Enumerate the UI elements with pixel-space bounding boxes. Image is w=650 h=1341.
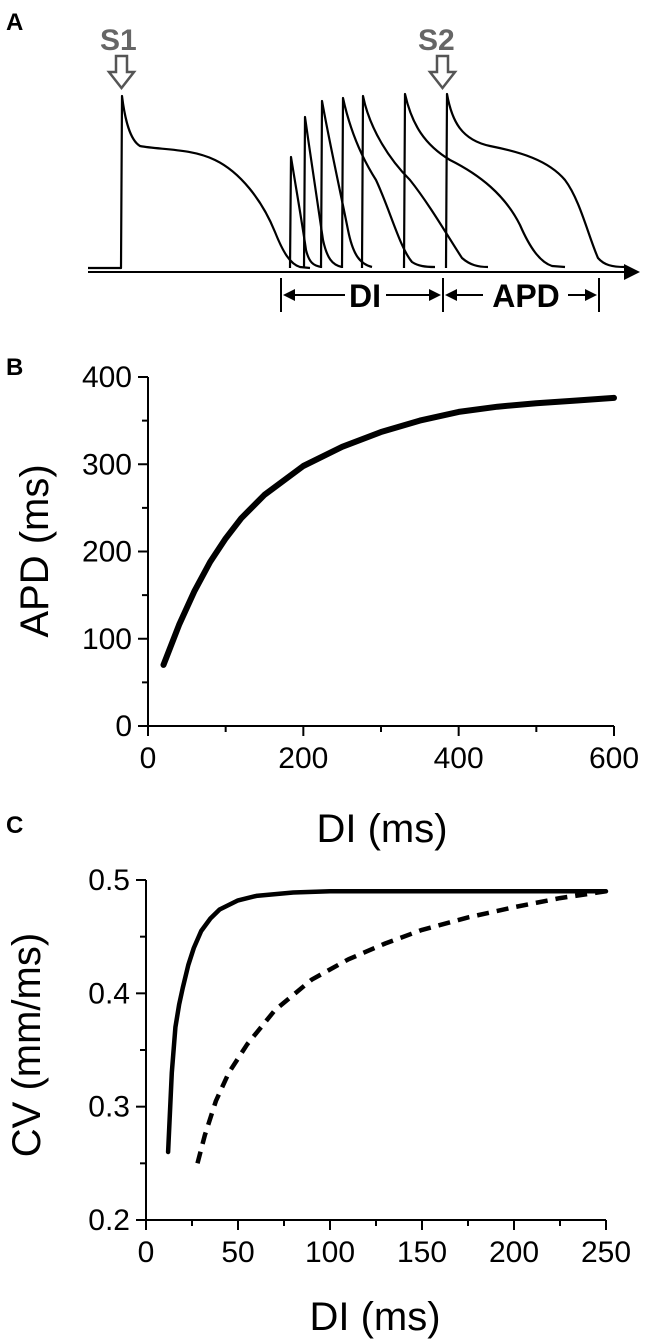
chart-c-x-tick-label: 200	[489, 1236, 539, 1269]
chart-b-y-axis-title: APD (ms)	[13, 464, 57, 637]
panel-a: A S1 S2	[6, 9, 640, 314]
chart-b-marks	[160, 394, 617, 668]
ap-trace-4	[340, 96, 436, 269]
s2-arrow-icon	[427, 54, 458, 91]
chart-c-x-tick-label: 250	[581, 1236, 631, 1269]
cv-restitution-chart: C 0 50 100 150 200 250 0.2 0.3 0.4 0.5 DI (ms) CV…	[5, 812, 631, 1339]
s1-arrow-icon	[106, 54, 137, 91]
chart-b-y-tick-label: 300	[82, 448, 132, 481]
chart-c-axes: 0 50 100 150 200 250 0.2 0.3 0.4 0.5	[88, 864, 631, 1269]
chart-c-y-tick-label: 0.5	[88, 864, 130, 897]
chart-c-y-tick-label: 0.2	[88, 1204, 130, 1237]
ap-trace-6	[402, 92, 566, 269]
chart-b-series-solid-line	[160, 394, 617, 668]
di-bracket-label: DI	[349, 278, 381, 314]
chart-b-y-tick-label: 0	[115, 710, 132, 743]
chart-c-y-axis-title: CV (mm/ms)	[5, 933, 49, 1157]
chart-b-x-tick-label: 200	[278, 742, 328, 775]
chart-b-x-tick-label: 600	[589, 742, 639, 775]
ap-trace-1	[288, 155, 323, 269]
chart-c-x-tick-label: 0	[138, 1236, 155, 1269]
ap-trace-s2	[444, 92, 626, 269]
chart-c-marks	[165, 889, 609, 1164]
chart-c-series-dashed-line	[195, 889, 607, 1164]
chart-c-y-tick-label: 0.3	[88, 1091, 130, 1124]
panel-a-letter: A	[6, 9, 23, 36]
ap-trace-s1	[88, 94, 311, 270]
chart-c-y-tick-label: 0.4	[88, 977, 130, 1010]
chart-b-x-axis-title: DI (ms)	[316, 807, 447, 851]
ap-trace-2	[302, 115, 343, 269]
chart-b-axes: 0 200 400 600 0 100 200 300 400	[82, 361, 639, 775]
panel-c-letter: C	[6, 812, 23, 839]
ap-trace-3	[319, 99, 373, 269]
panel-b-letter: B	[6, 354, 23, 381]
action-potential-traces	[88, 92, 626, 270]
chart-b-y-tick-label: 400	[82, 361, 132, 394]
chart-b-x-tick-label: 400	[434, 742, 484, 775]
chart-b-x-tick-label: 0	[140, 742, 157, 775]
chart-b-y-tick-label: 100	[82, 623, 132, 656]
time-axis-arrowhead-icon	[624, 264, 640, 280]
chart-b-y-tick-label: 200	[82, 536, 132, 569]
s2-label: S2	[418, 24, 455, 57]
apd-bracket-label: APD	[492, 278, 560, 314]
s1-label: S1	[100, 24, 137, 57]
apd-restitution-chart: B 0 200 400 600 0 100 200 300 400 DI (ms) APD (m…	[6, 354, 639, 851]
chart-c-x-axis-title: DI (ms)	[309, 1295, 440, 1339]
chart-c-series-solid-line	[165, 889, 609, 1155]
chart-c-x-tick-label: 150	[397, 1236, 447, 1269]
chart-c-x-tick-label: 50	[221, 1236, 254, 1269]
ap-trace-5	[360, 94, 489, 269]
di-apd-bracket	[280, 278, 600, 312]
chart-c-x-tick-label: 100	[305, 1236, 355, 1269]
